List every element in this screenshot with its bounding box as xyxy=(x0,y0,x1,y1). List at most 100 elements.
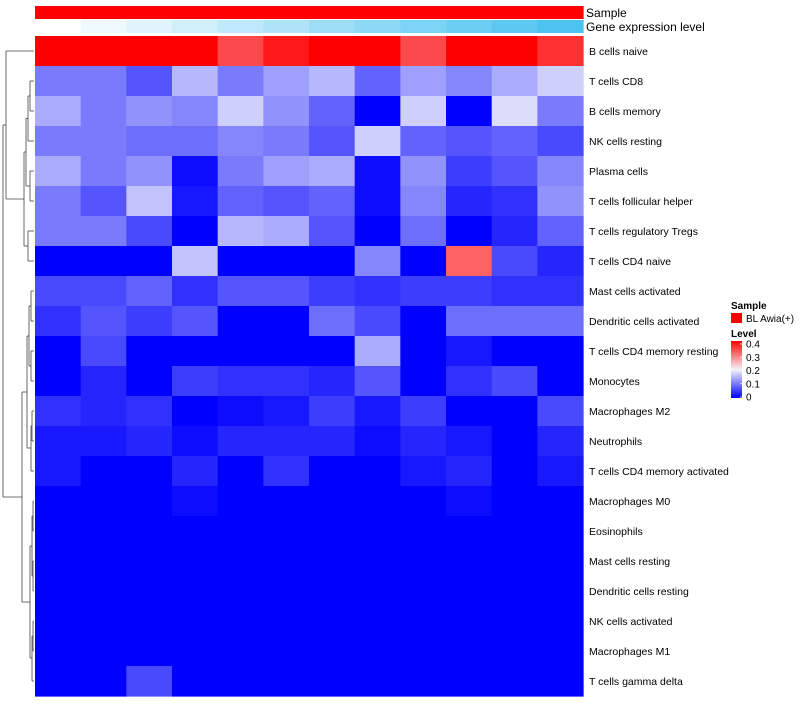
heatmap-cell xyxy=(263,666,310,697)
legend-sample-title: Sample xyxy=(731,301,767,312)
heatmap-cell xyxy=(217,66,264,97)
heatmap-cell xyxy=(537,486,584,517)
heatmap-cell xyxy=(400,126,447,157)
heatmap-cell xyxy=(80,306,127,337)
heatmap-cell xyxy=(537,126,584,157)
legend-tick-label: 0.4 xyxy=(746,340,760,351)
heatmap-cell xyxy=(400,516,447,547)
heatmap-cell xyxy=(80,96,127,127)
heatmap-cell xyxy=(400,36,447,67)
row-label: Dendritic cells resting xyxy=(589,586,689,598)
heatmap-cell xyxy=(309,606,356,637)
heatmap-cell xyxy=(35,546,82,577)
heatmap-cell xyxy=(491,306,538,337)
heatmap-cell xyxy=(491,126,538,157)
heatmap-cell xyxy=(172,606,219,637)
heatmap-cell xyxy=(400,576,447,607)
heatmap-cell xyxy=(400,396,447,427)
heatmap-cell xyxy=(400,666,447,697)
heatmap-cell xyxy=(400,186,447,217)
heatmap-cell xyxy=(446,636,493,667)
heatmap-cell xyxy=(263,306,310,337)
heatmap-cell xyxy=(80,636,127,667)
heatmap-cell xyxy=(263,396,310,427)
heatmap-cell xyxy=(537,426,584,457)
heatmap-cell xyxy=(400,366,447,397)
annotation-cell xyxy=(217,20,264,33)
heatmap-cell xyxy=(172,636,219,667)
row-label: Eosinophils xyxy=(589,526,643,538)
heatmap-cell xyxy=(172,666,219,697)
legend-level-title: Level xyxy=(731,329,757,340)
heatmap-cell xyxy=(309,336,356,367)
heatmap-cell xyxy=(354,666,401,697)
heatmap-cell xyxy=(446,576,493,607)
row-label: Plasma cells xyxy=(589,166,648,178)
heatmap-cell xyxy=(35,126,82,157)
heatmap-cell xyxy=(491,666,538,697)
heatmap-cell xyxy=(172,336,219,367)
heatmap-cell xyxy=(354,516,401,547)
heatmap-cell xyxy=(309,186,356,217)
heatmap-cell xyxy=(35,516,82,547)
heatmap-cell xyxy=(126,546,173,577)
heatmap-cell xyxy=(217,426,264,457)
heatmap-cell xyxy=(309,306,356,337)
legend-tick-label: 0 xyxy=(746,393,752,404)
heatmap-cell xyxy=(217,366,264,397)
heatmap-cell xyxy=(400,426,447,457)
heatmap-cell xyxy=(80,216,127,247)
heatmap-cell xyxy=(446,96,493,127)
heatmap-cell xyxy=(35,186,82,217)
heatmap-cell xyxy=(35,486,82,517)
heatmap-cell xyxy=(446,216,493,247)
heatmap-cell xyxy=(172,276,219,307)
heatmap-cell xyxy=(126,336,173,367)
heatmap-cell xyxy=(537,456,584,487)
heatmap-cell xyxy=(217,666,264,697)
heatmap-cell xyxy=(80,336,127,367)
heatmap-cell xyxy=(35,576,82,607)
heatmap-cell xyxy=(172,546,219,577)
heatmap-cell xyxy=(263,96,310,127)
annotation-cell xyxy=(491,6,538,19)
heatmap-cell xyxy=(35,336,82,367)
heatmap-cell xyxy=(309,516,356,547)
heatmap-cell xyxy=(309,96,356,127)
heatmap-cell xyxy=(217,516,264,547)
heatmap-cell xyxy=(35,666,82,697)
annotation-cell xyxy=(172,6,219,19)
heatmap-cell xyxy=(172,186,219,217)
heatmap-cell xyxy=(35,366,82,397)
heatmap-cell xyxy=(80,606,127,637)
heatmap-cell xyxy=(263,636,310,667)
heatmap-cell xyxy=(263,186,310,217)
heatmap-cell xyxy=(537,636,584,667)
heatmap-cell xyxy=(80,246,127,277)
heatmap-cell xyxy=(126,36,173,67)
heatmap-cell xyxy=(354,36,401,67)
heatmap-cell xyxy=(217,96,264,127)
heatmap-cell xyxy=(446,666,493,697)
row-label: Macrophages M1 xyxy=(589,646,670,658)
heatmap-cell xyxy=(126,396,173,427)
heatmap-cell xyxy=(491,276,538,307)
heatmap-cell xyxy=(263,516,310,547)
heatmap-cell xyxy=(172,306,219,337)
heatmap-cell xyxy=(80,276,127,307)
heatmap-cell xyxy=(35,66,82,97)
heatmap-cell xyxy=(354,186,401,217)
row-label: Mast cells resting xyxy=(589,556,670,568)
heatmap-cell xyxy=(309,36,356,67)
heatmap-cell xyxy=(309,66,356,97)
heatmap-cell xyxy=(309,486,356,517)
heatmap-cell xyxy=(491,216,538,247)
heatmap-cell xyxy=(35,396,82,427)
heatmap-cell xyxy=(217,546,264,577)
annotation-cell xyxy=(309,20,356,33)
heatmap-cell xyxy=(491,186,538,217)
heatmap-cell xyxy=(263,426,310,457)
heatmap-cell xyxy=(491,156,538,187)
